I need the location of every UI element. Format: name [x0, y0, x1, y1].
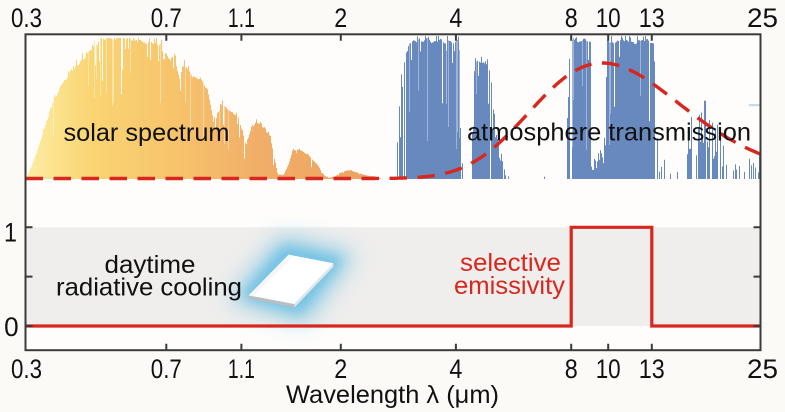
- svg-text:1.1: 1.1: [228, 354, 255, 384]
- svg-text:atmosphere transmission: atmosphere transmission: [467, 119, 751, 147]
- svg-text:0.7: 0.7: [151, 354, 182, 384]
- svg-text:radiative cooling: radiative cooling: [56, 273, 242, 301]
- svg-text:25: 25: [747, 3, 778, 33]
- svg-text:2: 2: [334, 354, 347, 384]
- svg-text:2: 2: [334, 3, 347, 33]
- svg-text:0.3: 0.3: [11, 3, 42, 33]
- svg-text:4: 4: [449, 354, 462, 384]
- svg-text:selective: selective: [460, 249, 561, 277]
- svg-text:daytime: daytime: [105, 251, 196, 279]
- svg-text:4: 4: [449, 3, 462, 33]
- svg-text:13: 13: [639, 354, 665, 384]
- svg-text:10: 10: [596, 354, 621, 384]
- svg-text:0.7: 0.7: [151, 3, 182, 33]
- svg-text:1.1: 1.1: [228, 3, 255, 33]
- svg-text:10: 10: [596, 3, 621, 33]
- svg-text:0.3: 0.3: [11, 354, 42, 384]
- svg-text:emissivity: emissivity: [454, 272, 566, 300]
- svg-text:1: 1: [4, 218, 17, 248]
- svg-text:25: 25: [747, 354, 778, 384]
- svg-text:0: 0: [4, 312, 19, 342]
- svg-text:solar spectrum: solar spectrum: [64, 119, 230, 147]
- svg-text:Wavelength λ (μm): Wavelength λ (μm): [286, 381, 499, 409]
- svg-text:8: 8: [565, 3, 578, 33]
- svg-text:8: 8: [565, 354, 578, 384]
- svg-text:13: 13: [639, 3, 665, 33]
